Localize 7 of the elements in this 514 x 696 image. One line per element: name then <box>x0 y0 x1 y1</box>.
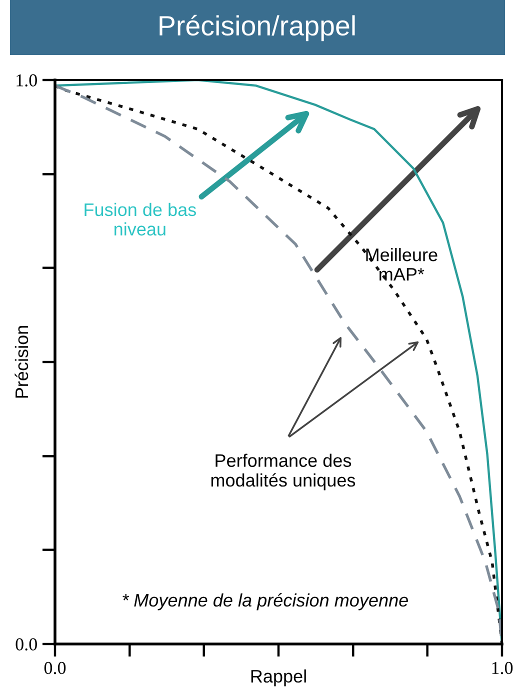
y-axis-title: Précision <box>14 326 28 398</box>
chart-title: Précision/rappel <box>160 14 355 42</box>
annotation: Fusion de bas niveau <box>84 202 196 236</box>
annotation: * Moyenne de la précision moyenne <box>122 593 408 610</box>
annotation: Meilleure mAP* <box>366 248 438 281</box>
x-axis-title: Rappel <box>251 669 306 686</box>
annotation: Performance des modalités uniques <box>211 454 356 490</box>
